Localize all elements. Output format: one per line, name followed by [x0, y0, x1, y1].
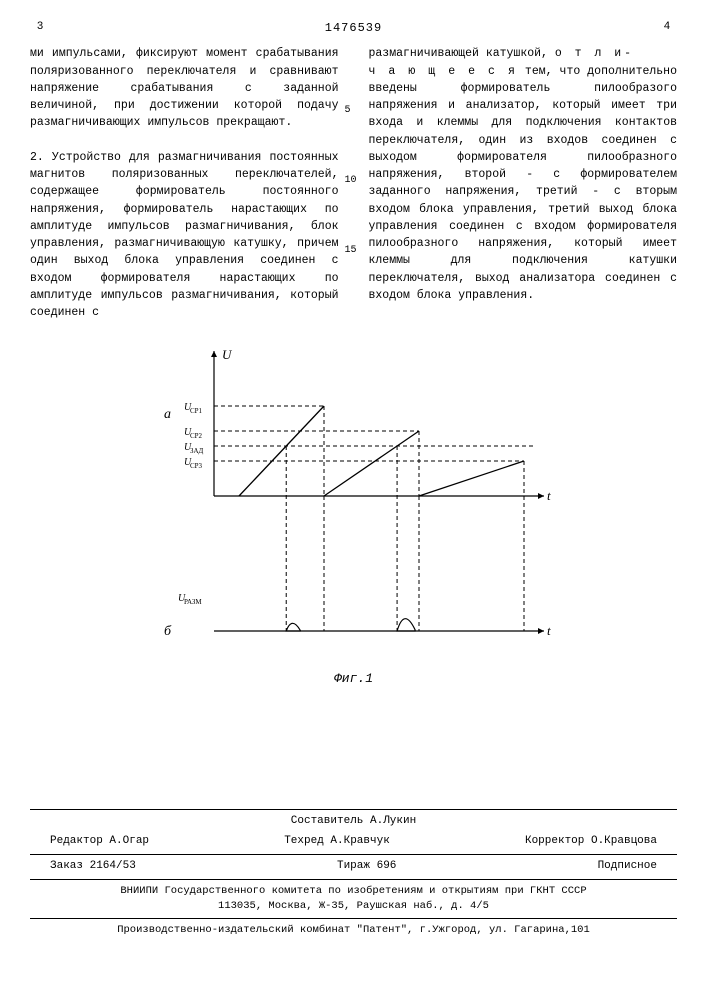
- col-right-pre: размагничивающей катушкой,: [369, 47, 555, 60]
- svg-text:CP3: CP3: [190, 462, 203, 470]
- credits-signed: Подписное: [598, 859, 657, 875]
- credits-org: ВНИИПИ Государственного комитета по изоб…: [30, 880, 677, 919]
- line-number: 15: [345, 243, 357, 258]
- credits-order: Заказ 2164/53: [50, 859, 136, 875]
- credits-row-1: Редактор А.Огар Техред А.Кравчук Коррект…: [30, 830, 677, 855]
- credits-block: Составитель А.Лукин Редактор А.Огар Техр…: [30, 810, 677, 942]
- svg-text:б: б: [164, 624, 172, 639]
- column-left: ми импульсами, фиксируют момент срабатыв…: [30, 45, 339, 321]
- svg-text:CP1: CP1: [190, 407, 203, 415]
- col-left-text: ми импульсами, фиксируют момент срабатыв…: [30, 47, 345, 319]
- page: 3 1476539 4 ми импульсами, фиксируют мом…: [0, 0, 707, 973]
- line-number: 5: [345, 103, 351, 118]
- credits-publisher: Производственно-издательский комбинат "П…: [30, 919, 677, 942]
- col-right-sp1: о т л и-: [555, 47, 634, 60]
- svg-text:t: t: [547, 488, 551, 503]
- line-number: 10: [345, 173, 357, 188]
- column-right: размагничивающей катушкой, о т л и-ч а ю…: [369, 45, 678, 321]
- credits-tirage: Тираж 696: [337, 859, 396, 875]
- patent-number: 1476539: [325, 20, 382, 37]
- credits-row-2: Заказ 2164/53 Тираж 696 Подписное: [30, 855, 677, 880]
- text-columns: ми импульсами, фиксируют момент срабатыв…: [30, 45, 677, 321]
- col-num-right: 4: [657, 20, 677, 37]
- figure-label: Фиг.1: [30, 670, 677, 689]
- credits-techred: Техред А.Кравчук: [284, 834, 390, 850]
- svg-text:РАЗМ: РАЗМ: [184, 598, 202, 606]
- svg-text:t: t: [547, 623, 551, 638]
- figure-svg: UtаUCP1UCP2UЗАДUCP3tбUРАЗМ: [144, 341, 564, 661]
- col-num-left: 3: [30, 20, 50, 37]
- col-right-post: тем, что дополнительно введены формирова…: [369, 65, 678, 302]
- credits-corrector: Корректор О.Кравцова: [525, 834, 657, 850]
- figure-1: UtаUCP1UCP2UЗАДUCP3tбUРАЗМ Фиг.1: [30, 341, 677, 689]
- col-right-sp2: ч а ю щ е е с я: [369, 65, 518, 78]
- credits-editor: Редактор А.Огар: [50, 834, 149, 850]
- page-header: 3 1476539 4: [30, 20, 677, 37]
- svg-text:а: а: [164, 407, 171, 422]
- svg-text:ЗАД: ЗАД: [190, 447, 204, 455]
- svg-text:U: U: [222, 347, 233, 362]
- svg-text:CP2: CP2: [190, 432, 203, 440]
- credits-composer: Составитель А.Лукин: [30, 810, 677, 830]
